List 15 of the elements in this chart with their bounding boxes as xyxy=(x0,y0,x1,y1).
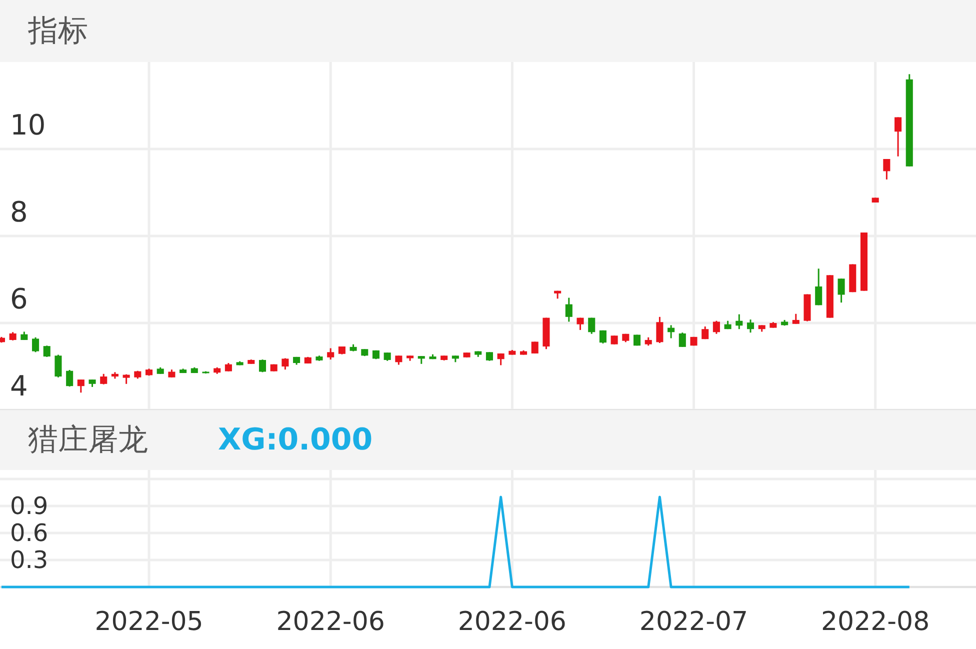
y-tick-label: 10 xyxy=(10,108,46,142)
text: XG:0.000 xyxy=(218,422,373,458)
y-tick-label: 6 xyxy=(10,282,28,316)
x-tick-label: 2022-06 xyxy=(276,607,385,637)
y-tick-label: 4 xyxy=(10,370,28,402)
x-tick-label: 2022-05 xyxy=(94,607,204,637)
y-tick-label: 0.3 xyxy=(10,546,48,574)
y-tick-label: 0.6 xyxy=(10,519,48,547)
x-tick-label: 2022-07 xyxy=(639,607,748,637)
x-tick-label: 2022-06 xyxy=(458,607,566,637)
chart-title: 指标 xyxy=(27,14,88,48)
y-tick-label: 8 xyxy=(10,196,28,228)
y-tick-label: 0.9 xyxy=(10,492,48,520)
chart-title: 猎庄屠龙 xyxy=(28,422,148,458)
x-tick-label: 2022-08 xyxy=(821,607,930,637)
